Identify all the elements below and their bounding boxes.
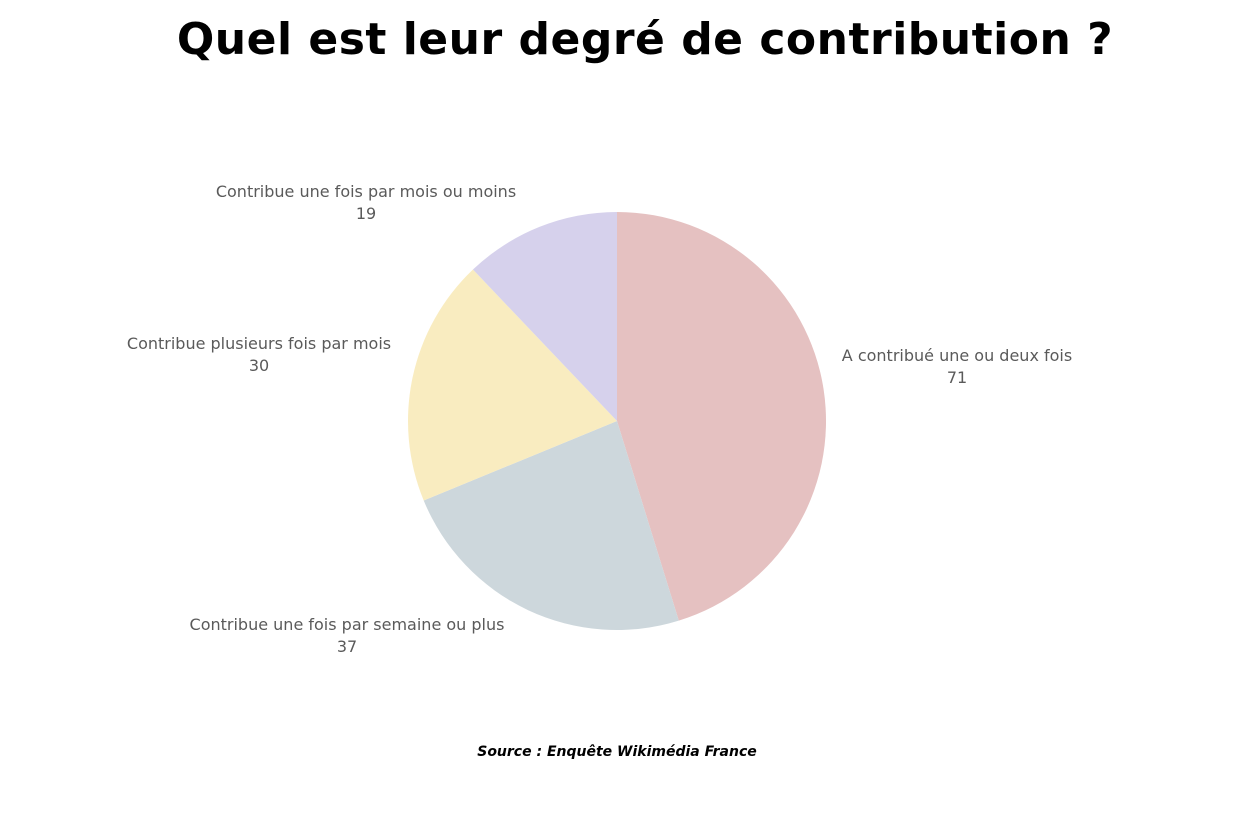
pie-slice-2 <box>423 421 679 631</box>
pie-slice-4 <box>472 212 617 421</box>
pie-slice-1 <box>617 212 827 621</box>
slice-value-3: 30 <box>249 356 269 375</box>
slice-value-1: 71 <box>947 368 967 387</box>
slice-label-1: A contribué une ou deux fois <box>842 346 1072 365</box>
slice-label-3: Contribue plusieurs fois par mois <box>127 334 391 353</box>
slice-label-4: Contribue une fois par mois ou moins <box>216 182 516 201</box>
slice-label-2: Contribue une fois par semaine ou plus <box>190 615 505 634</box>
slice-value-4: 19 <box>356 204 376 223</box>
slice-value-2: 37 <box>337 637 357 656</box>
source-note: Source : Enquête Wikimédia France <box>477 744 757 760</box>
pie-slice-3 <box>407 269 617 501</box>
chart-title: Quel est leur degré de contribution ? <box>176 14 1114 65</box>
